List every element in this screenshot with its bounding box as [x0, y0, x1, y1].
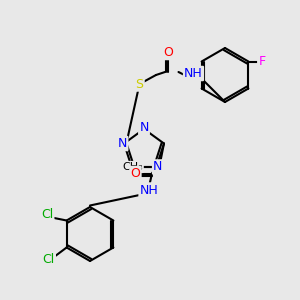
Text: O: O [163, 46, 173, 59]
Text: NH: NH [140, 184, 158, 196]
Text: Cl: Cl [41, 208, 53, 221]
Text: N: N [118, 137, 127, 150]
Text: N: N [153, 160, 163, 173]
Text: CH₃: CH₃ [122, 162, 143, 172]
Text: S: S [136, 77, 143, 91]
Text: O: O [130, 167, 140, 180]
Text: Cl: Cl [43, 253, 55, 266]
Text: F: F [258, 55, 266, 68]
Text: N: N [139, 121, 149, 134]
Text: NH: NH [184, 67, 203, 80]
